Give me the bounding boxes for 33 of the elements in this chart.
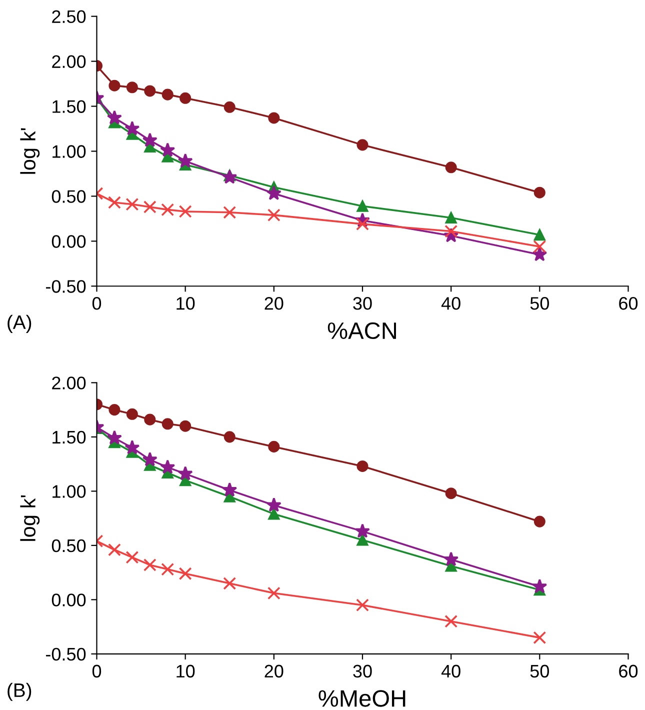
y-tick-label: 2.50 bbox=[52, 10, 86, 24]
x-tick-label: 0 bbox=[92, 297, 102, 310]
x-tick-label: 10 bbox=[176, 297, 195, 310]
y-tick-label: 1.00 bbox=[52, 485, 86, 498]
y-tick-label: 2.00 bbox=[52, 55, 86, 68]
y-tick-label: 0.00 bbox=[52, 235, 86, 248]
x-axis-title: %MeOH bbox=[318, 690, 406, 707]
text: (B) bbox=[8, 682, 32, 701]
x-tick-label: 20 bbox=[264, 664, 284, 678]
x-tick-label: 60 bbox=[619, 664, 638, 678]
y-axis-title: log k' bbox=[20, 495, 40, 541]
y-tick-label: 1.50 bbox=[52, 100, 86, 113]
x-tick-label: 30 bbox=[353, 664, 372, 678]
x-tick-label: 0 bbox=[92, 664, 102, 678]
y-tick-label: -0.50 bbox=[46, 280, 86, 293]
x-tick-label: 30 bbox=[353, 297, 372, 310]
y-tick-label: 2.00 bbox=[52, 376, 86, 390]
x-tick-label: 20 bbox=[264, 297, 284, 310]
x-tick-label: 40 bbox=[441, 664, 460, 678]
x-tick-label: 40 bbox=[441, 297, 460, 310]
x-tick-label: 50 bbox=[530, 664, 549, 678]
y-tick-label: 0.00 bbox=[52, 594, 86, 606]
y-tick-label: 0.50 bbox=[52, 190, 86, 203]
y-tick-label: 1.00 bbox=[52, 145, 86, 158]
y-tick-label: 1.50 bbox=[52, 430, 86, 444]
text: (A) bbox=[8, 314, 32, 333]
y-tick-label: -0.50 bbox=[46, 648, 86, 661]
x-axis-title: %ACN bbox=[328, 322, 396, 340]
y-axis-title: log k' bbox=[20, 128, 40, 174]
y-tick-label: 0.50 bbox=[52, 539, 86, 552]
x-tick-label: 60 bbox=[619, 297, 638, 310]
x-tick-label: 10 bbox=[176, 664, 195, 678]
x-tick-label: 50 bbox=[530, 297, 549, 310]
